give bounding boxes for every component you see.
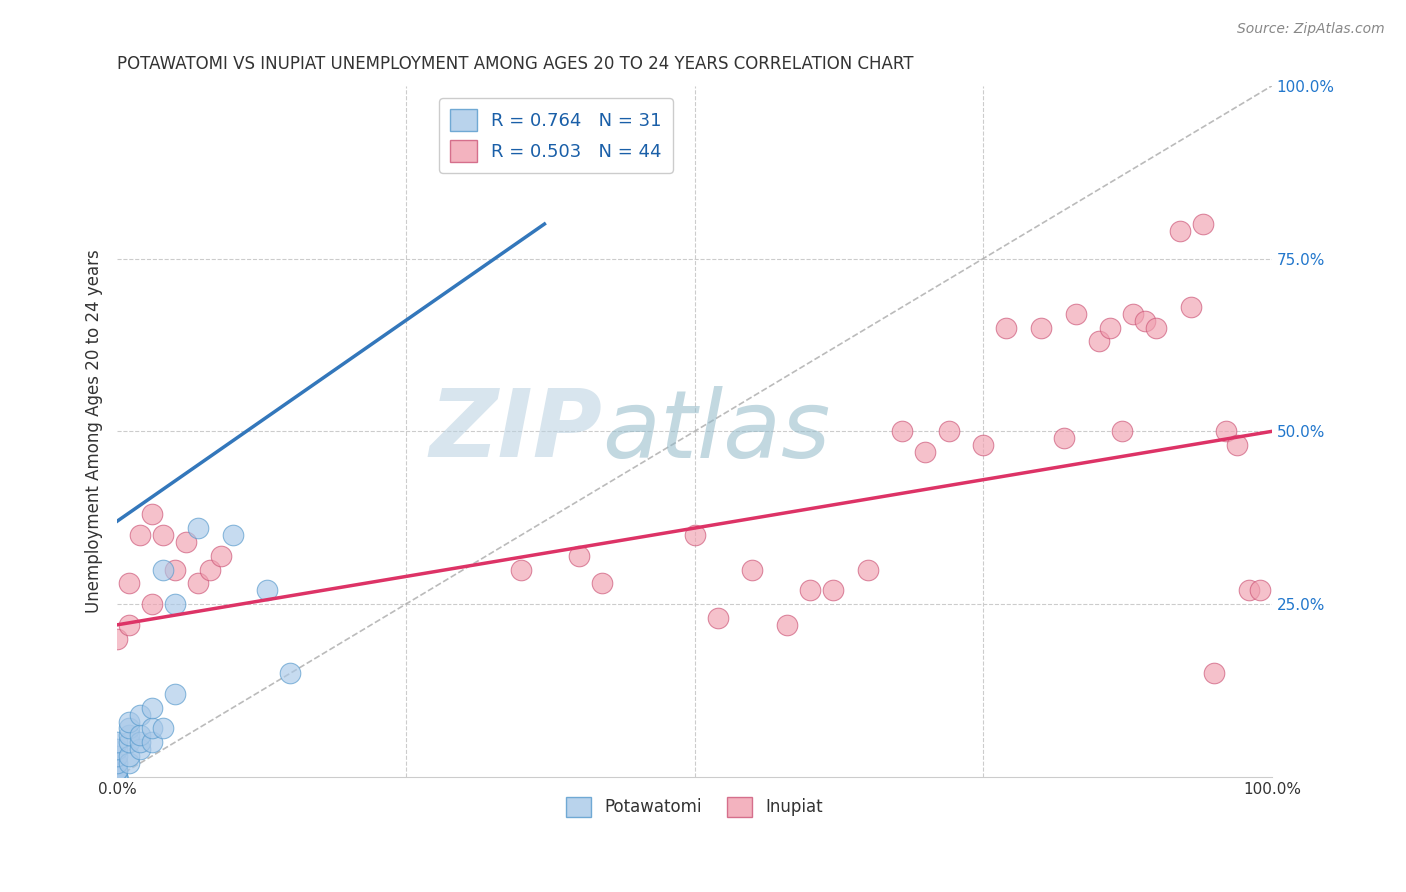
Point (1087, 334, 1109, 349)
Point (1237, 583, 1260, 598)
Point (118, 714, 141, 729)
Point (105, 756, 128, 770)
Legend: Potawatomi, Inupiat: Potawatomi, Inupiat (560, 790, 830, 824)
Point (221, 528, 243, 542)
Point (1191, 217, 1213, 231)
Y-axis label: Unemployment Among Ages 20 to 24 years: Unemployment Among Ages 20 to 24 years (86, 250, 103, 613)
Point (856, 563, 879, 577)
Point (105, 763, 128, 777)
Point (118, 722, 141, 736)
Point (1099, 320, 1122, 334)
Point (1144, 320, 1167, 334)
Point (1204, 666, 1226, 681)
Point (152, 528, 174, 542)
Point (1180, 300, 1202, 314)
Point (1249, 583, 1271, 598)
Point (891, 425, 914, 439)
Point (141, 597, 163, 611)
Point (1029, 320, 1052, 334)
Point (1168, 224, 1191, 238)
Point (683, 528, 706, 542)
Point (187, 576, 209, 591)
Point (118, 617, 141, 632)
Point (118, 728, 141, 742)
Point (1111, 425, 1133, 439)
Point (118, 576, 141, 591)
Point (1226, 438, 1249, 452)
Point (105, 770, 128, 784)
Point (256, 583, 278, 598)
Text: POTAWATOMI VS INUPIAT UNEMPLOYMENT AMONG AGES 20 TO 24 YEARS CORRELATION CHART: POTAWATOMI VS INUPIAT UNEMPLOYMENT AMONG… (117, 55, 914, 73)
Point (129, 742, 152, 756)
Point (105, 770, 128, 784)
Point (187, 521, 209, 535)
Point (823, 583, 845, 598)
Point (118, 735, 141, 749)
Point (1215, 425, 1237, 439)
Point (568, 549, 591, 563)
Text: atlas: atlas (602, 386, 831, 477)
Point (741, 563, 763, 577)
Point (799, 583, 821, 598)
Point (995, 320, 1018, 334)
Point (591, 576, 613, 591)
Point (105, 770, 128, 784)
Point (105, 735, 128, 749)
Point (1122, 307, 1144, 321)
Point (914, 445, 936, 459)
Point (141, 735, 163, 749)
Text: ZIP: ZIP (429, 385, 602, 477)
Point (105, 763, 128, 777)
Point (129, 528, 152, 542)
Point (1053, 431, 1076, 445)
Point (198, 563, 221, 577)
Point (141, 508, 163, 522)
Point (141, 722, 163, 736)
Point (510, 563, 533, 577)
Point (938, 425, 960, 439)
Point (105, 742, 128, 756)
Point (105, 749, 128, 764)
Point (280, 666, 302, 681)
Point (118, 756, 141, 770)
Point (105, 770, 128, 784)
Point (163, 687, 186, 701)
Point (118, 749, 141, 764)
Point (1064, 307, 1087, 321)
Point (1133, 314, 1156, 328)
Point (209, 549, 232, 563)
Text: Source: ZipAtlas.com: Source: ZipAtlas.com (1237, 22, 1385, 37)
Point (972, 438, 994, 452)
Point (152, 722, 174, 736)
Point (176, 535, 198, 549)
Point (706, 611, 728, 625)
Point (105, 632, 128, 646)
Point (163, 597, 186, 611)
Point (152, 563, 174, 577)
Point (129, 735, 152, 749)
Point (129, 728, 152, 742)
Point (141, 700, 163, 714)
Point (163, 563, 186, 577)
Point (129, 707, 152, 722)
Point (776, 617, 799, 632)
